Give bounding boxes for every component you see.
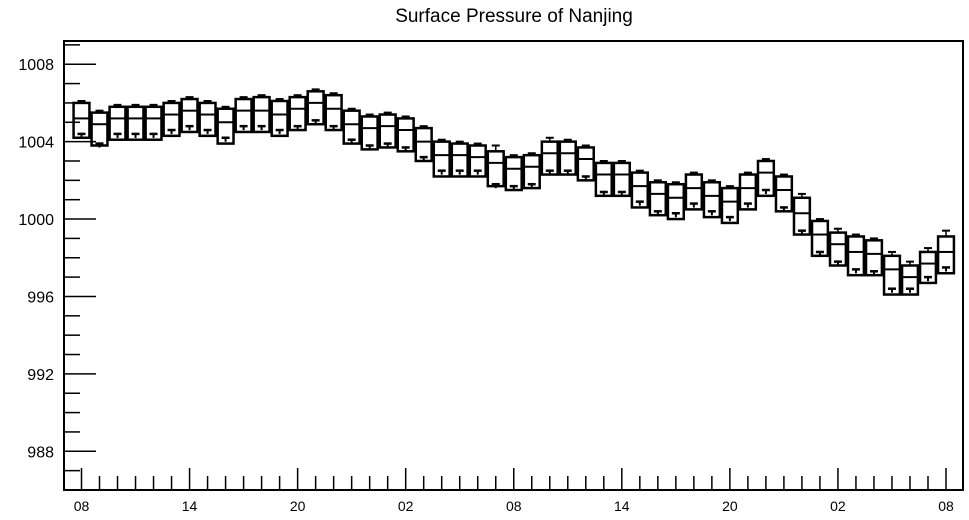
box-item bbox=[774, 173, 794, 213]
y-tick-label: 992 bbox=[27, 367, 54, 384]
box-body bbox=[774, 175, 794, 213]
box-item bbox=[540, 136, 559, 176]
box-item bbox=[468, 142, 487, 178]
box-item bbox=[378, 111, 397, 149]
box-item bbox=[144, 103, 163, 141]
box-body bbox=[486, 150, 505, 188]
box-body bbox=[864, 239, 884, 277]
box-item bbox=[558, 138, 577, 176]
box-item bbox=[90, 109, 109, 148]
y-tick-label: 1008 bbox=[18, 57, 54, 74]
box-item bbox=[162, 99, 181, 138]
y-tick-label: 1000 bbox=[18, 212, 54, 229]
y-tick-label: 988 bbox=[27, 444, 54, 461]
box-item bbox=[504, 154, 523, 192]
box-body bbox=[90, 111, 109, 147]
box-item bbox=[756, 158, 776, 198]
box-item bbox=[702, 179, 722, 219]
box-item bbox=[414, 125, 433, 163]
box-body bbox=[72, 101, 91, 140]
chart-title: Surface Pressure of Nanjing bbox=[395, 6, 633, 27]
box-item bbox=[720, 185, 740, 225]
box-item bbox=[828, 227, 848, 267]
box-item bbox=[324, 92, 343, 132]
box-item bbox=[450, 140, 469, 178]
box-item bbox=[648, 179, 668, 217]
x-tick-label: 14 bbox=[614, 498, 630, 514]
box-item bbox=[126, 103, 145, 141]
x-tick-label: 08 bbox=[74, 498, 90, 514]
box-item bbox=[594, 159, 613, 198]
box-body bbox=[810, 219, 830, 258]
box-item bbox=[666, 181, 686, 221]
box-item bbox=[522, 152, 541, 190]
box-body bbox=[792, 196, 812, 236]
y-axis: 988 992 996 1000 1004 1008 bbox=[18, 44, 96, 491]
x-tick-label: 02 bbox=[398, 498, 414, 514]
box-item bbox=[612, 159, 631, 198]
x-tick-label: 14 bbox=[182, 498, 198, 514]
y-tick-label: 996 bbox=[27, 289, 54, 306]
box-item bbox=[936, 229, 956, 275]
box-item bbox=[342, 107, 361, 145]
box-item bbox=[738, 171, 758, 211]
box-item bbox=[72, 99, 91, 140]
x-axis: 08 14 20 02 08 14 20 02 08 bbox=[74, 468, 954, 514]
box-item bbox=[216, 105, 235, 145]
x-tick-label: 20 bbox=[722, 498, 738, 514]
box-item bbox=[846, 233, 866, 277]
box-item bbox=[900, 260, 920, 296]
box-item bbox=[180, 96, 199, 134]
box-body bbox=[324, 93, 343, 132]
x-tick-label: 08 bbox=[938, 498, 954, 514]
x-tick-label: 20 bbox=[290, 498, 306, 514]
box-item bbox=[882, 250, 902, 296]
box-item bbox=[684, 171, 704, 211]
box-item bbox=[234, 96, 253, 134]
box-item bbox=[396, 115, 415, 153]
x-tick-label: 02 bbox=[830, 498, 846, 514]
box-item bbox=[288, 94, 307, 132]
box-item bbox=[252, 94, 271, 134]
box-item bbox=[792, 192, 812, 236]
box-item bbox=[432, 138, 451, 178]
box-item bbox=[306, 88, 325, 126]
box-item bbox=[576, 144, 595, 182]
x-tick-label: 08 bbox=[506, 498, 522, 514]
box-item bbox=[486, 144, 505, 189]
box-item bbox=[108, 103, 127, 141]
y-tick-label: 1004 bbox=[18, 135, 54, 152]
box-series bbox=[72, 88, 956, 296]
box-item bbox=[270, 98, 289, 138]
box-item bbox=[630, 169, 649, 209]
box-item bbox=[810, 218, 830, 258]
box-item bbox=[360, 113, 379, 151]
box-item bbox=[918, 247, 938, 285]
box-item bbox=[864, 237, 884, 277]
box-item bbox=[198, 99, 217, 138]
